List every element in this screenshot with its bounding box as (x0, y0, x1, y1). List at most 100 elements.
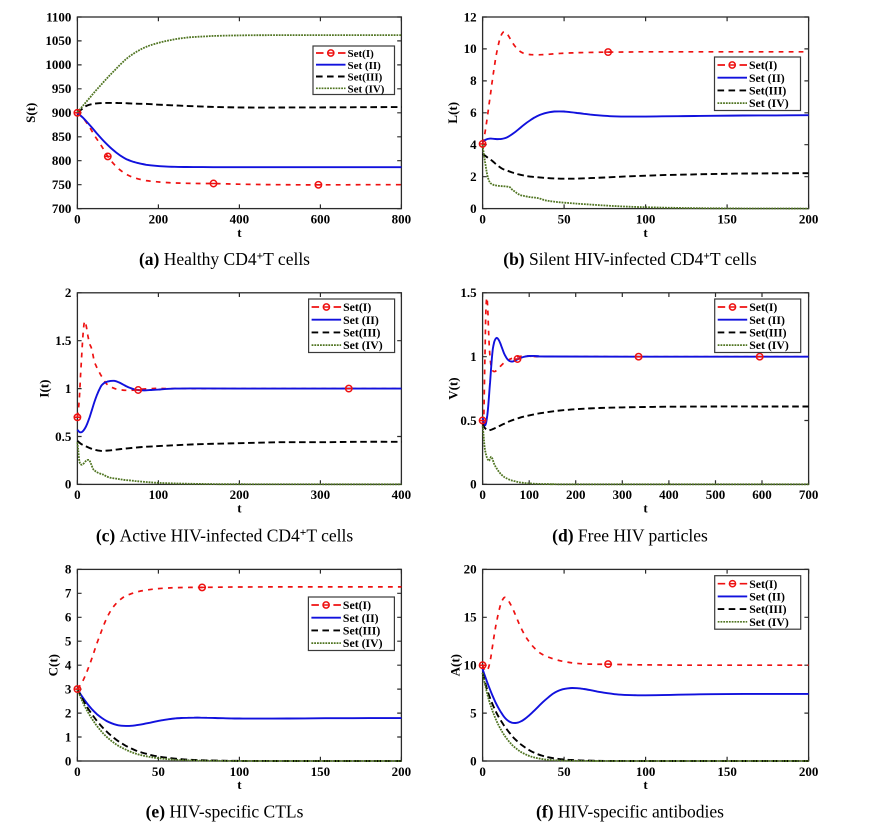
svg-text:800: 800 (392, 211, 412, 226)
svg-text:0: 0 (74, 487, 81, 502)
svg-text:Set (II): Set (II) (348, 60, 382, 72)
svg-text:200: 200 (149, 211, 169, 226)
svg-text:100: 100 (230, 764, 250, 779)
svg-text:Set(I): Set(I) (343, 300, 371, 314)
svg-text:I(t): I(t) (37, 380, 52, 398)
svg-text:C(t): C(t) (46, 654, 61, 676)
svg-text:(e) HIV-specific CTLs: (e) HIV-specific CTLs (146, 802, 304, 822)
svg-text:1.5: 1.5 (460, 285, 477, 300)
svg-text:L(t): L(t) (445, 102, 460, 124)
svg-text:600: 600 (311, 211, 331, 226)
svg-text:0: 0 (479, 764, 486, 779)
svg-text:10: 10 (464, 41, 477, 56)
svg-text:0: 0 (470, 201, 477, 216)
svg-text:150: 150 (717, 211, 737, 226)
svg-text:0: 0 (470, 753, 477, 768)
svg-text:2: 2 (470, 169, 477, 184)
svg-text:1: 1 (470, 349, 477, 364)
svg-text:t: t (237, 777, 242, 792)
svg-text:0: 0 (479, 211, 486, 226)
svg-text:700: 700 (52, 201, 72, 216)
svg-text:S(t): S(t) (23, 103, 38, 123)
svg-text:Set (IV): Set (IV) (343, 636, 383, 650)
svg-text:150: 150 (311, 764, 331, 779)
svg-text:Set(III): Set(III) (343, 624, 380, 638)
svg-text:6: 6 (470, 105, 477, 120)
svg-text:1.5: 1.5 (55, 333, 72, 348)
svg-text:0: 0 (74, 211, 81, 226)
svg-text:0: 0 (65, 477, 72, 492)
svg-text:200: 200 (230, 487, 250, 502)
svg-text:Set (II): Set (II) (343, 611, 379, 625)
svg-text:Set(I): Set(I) (749, 577, 777, 591)
svg-text:t: t (643, 225, 648, 240)
svg-text:Set (II): Set (II) (749, 313, 785, 327)
svg-text:1050: 1050 (45, 33, 71, 48)
svg-text:100: 100 (519, 487, 539, 502)
svg-text:100: 100 (636, 764, 656, 779)
svg-text:7: 7 (65, 586, 72, 601)
svg-text:(b) Silent HIV-infected CD4+T: (b) Silent HIV-infected CD4+T cells (503, 249, 757, 269)
svg-text:800: 800 (52, 153, 72, 168)
svg-text:50: 50 (558, 764, 571, 779)
svg-text:(f) HIV-specific antibodies: (f) HIV-specific antibodies (536, 802, 724, 822)
svg-text:Set(I): Set(I) (749, 300, 777, 314)
svg-text:6: 6 (65, 610, 72, 625)
svg-text:500: 500 (706, 487, 726, 502)
svg-text:200: 200 (799, 764, 819, 779)
svg-text:5: 5 (470, 705, 477, 720)
svg-text:12: 12 (464, 9, 477, 24)
svg-text:4: 4 (470, 137, 477, 152)
svg-text:0.5: 0.5 (55, 429, 72, 444)
svg-text:400: 400 (392, 487, 412, 502)
svg-text:Set (IV): Set (IV) (749, 615, 789, 629)
svg-text:t: t (643, 777, 648, 792)
svg-text:Set(III): Set(III) (348, 72, 383, 84)
svg-text:Set(I): Set(I) (749, 58, 777, 72)
svg-text:1: 1 (65, 381, 72, 396)
svg-text:10: 10 (464, 658, 477, 673)
svg-text:t: t (643, 501, 648, 516)
svg-text:A(t): A(t) (448, 654, 463, 676)
svg-text:150: 150 (717, 764, 737, 779)
svg-text:200: 200 (799, 211, 819, 226)
svg-text:700: 700 (799, 487, 819, 502)
svg-text:2: 2 (65, 705, 72, 720)
svg-text:Set(III): Set(III) (749, 602, 786, 616)
svg-text:600: 600 (752, 487, 772, 502)
svg-text:900: 900 (52, 105, 72, 120)
svg-text:50: 50 (558, 211, 571, 226)
svg-text:0.5: 0.5 (460, 413, 477, 428)
svg-text:0: 0 (74, 764, 81, 779)
svg-text:t: t (237, 225, 242, 240)
svg-text:0: 0 (470, 477, 477, 492)
svg-text:0: 0 (479, 487, 486, 502)
svg-text:Set(III): Set(III) (343, 326, 380, 340)
svg-text:0: 0 (65, 753, 72, 768)
svg-text:1: 1 (65, 729, 72, 744)
svg-text:15: 15 (464, 610, 478, 625)
svg-text:200: 200 (566, 487, 586, 502)
svg-text:V(t): V(t) (446, 377, 461, 399)
svg-text:t: t (237, 501, 242, 516)
svg-text:Set (II): Set (II) (749, 590, 785, 604)
svg-text:(a) Healthy CD4+T cells: (a) Healthy CD4+T cells (139, 249, 310, 269)
svg-text:100: 100 (636, 211, 656, 226)
svg-text:Set(I): Set(I) (343, 598, 371, 612)
svg-text:Set (II): Set (II) (749, 71, 785, 85)
svg-text:(c) Active HIV-infected CD4+T: (c) Active HIV-infected CD4+T cells (96, 525, 354, 545)
svg-text:2: 2 (65, 285, 72, 300)
svg-text:Set(I): Set(I) (348, 48, 375, 60)
svg-text:Set(III): Set(III) (749, 84, 786, 98)
svg-text:Set (IV): Set (IV) (343, 338, 383, 352)
svg-text:8: 8 (65, 562, 72, 577)
svg-text:(d) Free HIV particles: (d) Free HIV particles (552, 525, 708, 545)
svg-text:300: 300 (613, 487, 633, 502)
svg-text:Set (II): Set (II) (343, 313, 379, 327)
svg-text:100: 100 (149, 487, 169, 502)
svg-text:5: 5 (65, 634, 72, 649)
svg-text:850: 850 (52, 129, 72, 144)
svg-text:20: 20 (464, 562, 477, 577)
svg-text:50: 50 (152, 764, 165, 779)
svg-text:4: 4 (65, 658, 72, 673)
